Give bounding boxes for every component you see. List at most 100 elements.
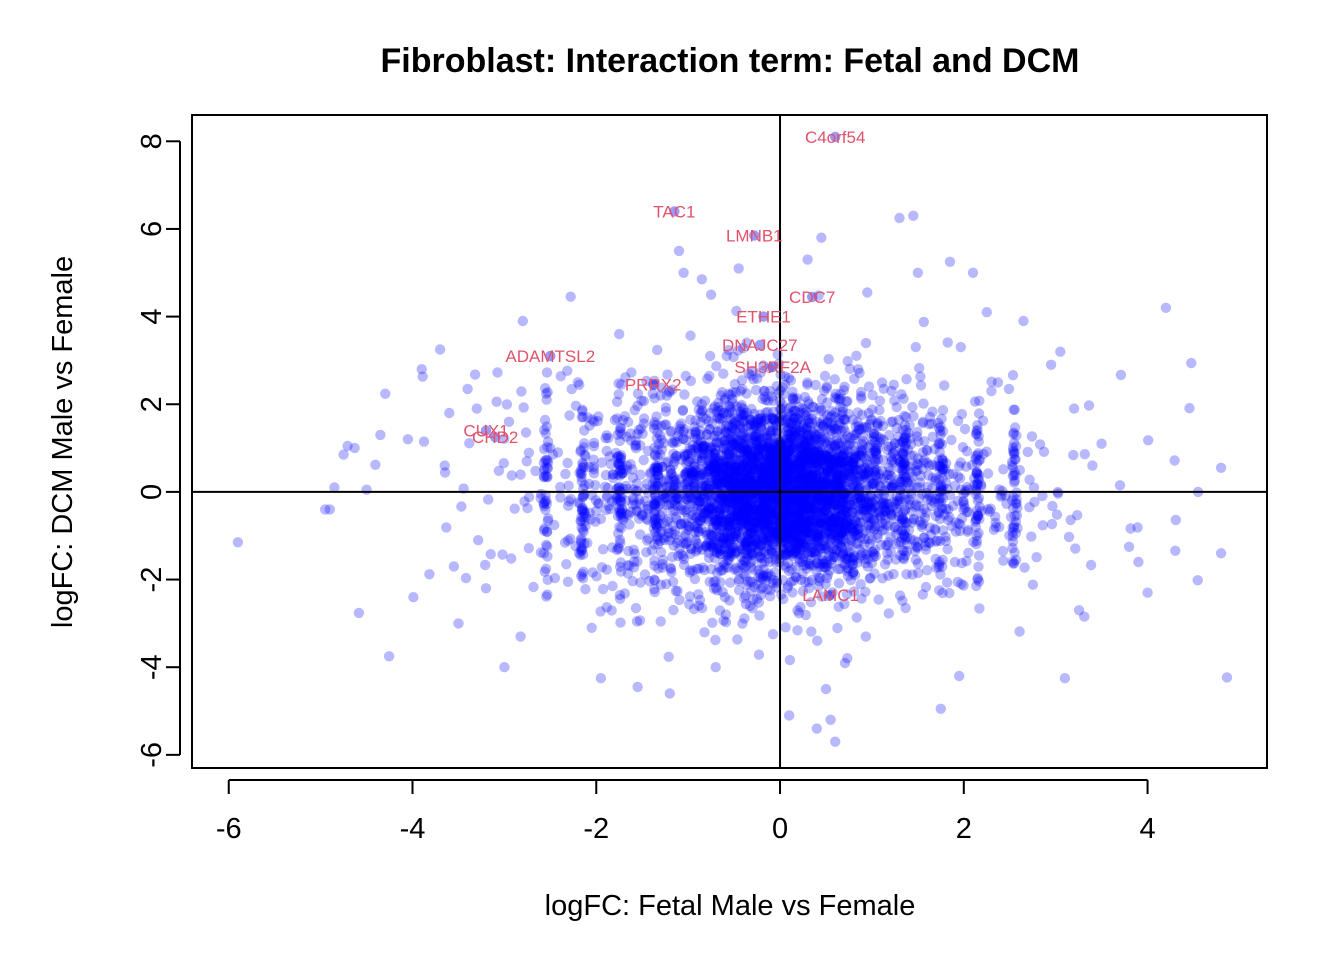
data-point <box>826 417 837 428</box>
data-point <box>796 534 807 545</box>
data-point <box>607 580 618 592</box>
data-point <box>615 617 626 628</box>
data-point <box>799 527 810 538</box>
data-point <box>788 536 799 547</box>
data-point <box>842 516 853 527</box>
data-point <box>897 449 909 461</box>
data-point <box>732 509 744 520</box>
data-point <box>833 518 844 529</box>
data-point <box>708 493 719 504</box>
data-point <box>822 477 833 488</box>
data-point <box>822 479 833 491</box>
data-point <box>718 462 729 473</box>
data-point <box>825 435 836 446</box>
data-point <box>696 455 708 466</box>
data-point <box>731 466 742 478</box>
data-point <box>879 524 890 535</box>
data-point <box>829 392 841 403</box>
data-point <box>814 561 825 572</box>
data-point <box>768 453 779 465</box>
data-point <box>796 457 808 468</box>
data-point <box>742 469 753 480</box>
data-point <box>1169 455 1180 466</box>
data-point <box>729 519 740 530</box>
data-point <box>769 536 780 547</box>
data-point <box>835 510 847 521</box>
data-point <box>769 485 780 496</box>
data-point <box>805 539 816 550</box>
data-point <box>716 480 727 491</box>
data-point <box>756 515 768 526</box>
data-point <box>885 546 896 557</box>
data-point <box>741 501 752 512</box>
data-point <box>471 403 482 414</box>
data-point <box>683 524 694 536</box>
data-point <box>813 479 825 490</box>
data-point <box>835 455 846 466</box>
data-point <box>666 425 677 437</box>
data-point <box>693 404 704 415</box>
data-point <box>380 388 391 399</box>
data-point <box>834 493 846 505</box>
data-point <box>803 417 814 428</box>
data-point <box>805 503 816 515</box>
data-point <box>739 478 750 489</box>
data-point <box>710 444 721 455</box>
data-point <box>769 487 780 499</box>
data-point <box>914 362 925 374</box>
data-point <box>904 499 916 510</box>
data-point <box>773 387 784 399</box>
data-point <box>523 543 534 554</box>
data-point <box>723 479 735 490</box>
data-point <box>528 581 539 593</box>
data-point <box>957 512 968 524</box>
data-point <box>810 448 822 459</box>
data-point <box>935 703 946 714</box>
data-point <box>864 501 875 513</box>
data-point <box>822 473 834 485</box>
data-point <box>768 414 779 425</box>
data-point <box>806 444 817 455</box>
data-point <box>804 516 816 527</box>
data-point <box>789 470 801 481</box>
data-point <box>767 462 779 473</box>
data-point <box>693 589 704 600</box>
data-point <box>755 409 766 420</box>
data-point <box>822 497 834 508</box>
data-point <box>870 479 881 490</box>
data-point <box>814 449 825 461</box>
data-point <box>786 479 797 491</box>
data-point <box>738 445 749 456</box>
data-point <box>798 506 809 517</box>
data-point <box>794 412 806 424</box>
data-point <box>726 464 737 476</box>
data-point <box>751 506 763 517</box>
data-point <box>779 498 791 510</box>
data-point <box>800 517 811 529</box>
data-point <box>760 523 771 534</box>
data-point <box>764 475 775 486</box>
data-point <box>803 471 814 482</box>
data-point <box>800 525 811 536</box>
data-point <box>724 514 735 525</box>
data-point <box>726 449 737 460</box>
data-point <box>1184 403 1195 414</box>
data-point <box>832 424 843 435</box>
data-point <box>781 500 793 512</box>
data-point <box>828 494 839 506</box>
data-point <box>781 438 792 449</box>
data-point <box>809 487 820 499</box>
data-point <box>677 405 688 416</box>
data-point <box>710 634 721 646</box>
data-point <box>802 453 813 464</box>
data-point <box>770 498 782 510</box>
data-point <box>606 605 617 616</box>
data-point <box>742 421 753 432</box>
data-point <box>778 481 790 492</box>
data-point <box>672 534 684 546</box>
data-point <box>792 528 803 539</box>
data-point <box>736 516 747 527</box>
data-point <box>649 583 660 595</box>
data-point <box>730 418 741 430</box>
data-point <box>765 430 776 441</box>
